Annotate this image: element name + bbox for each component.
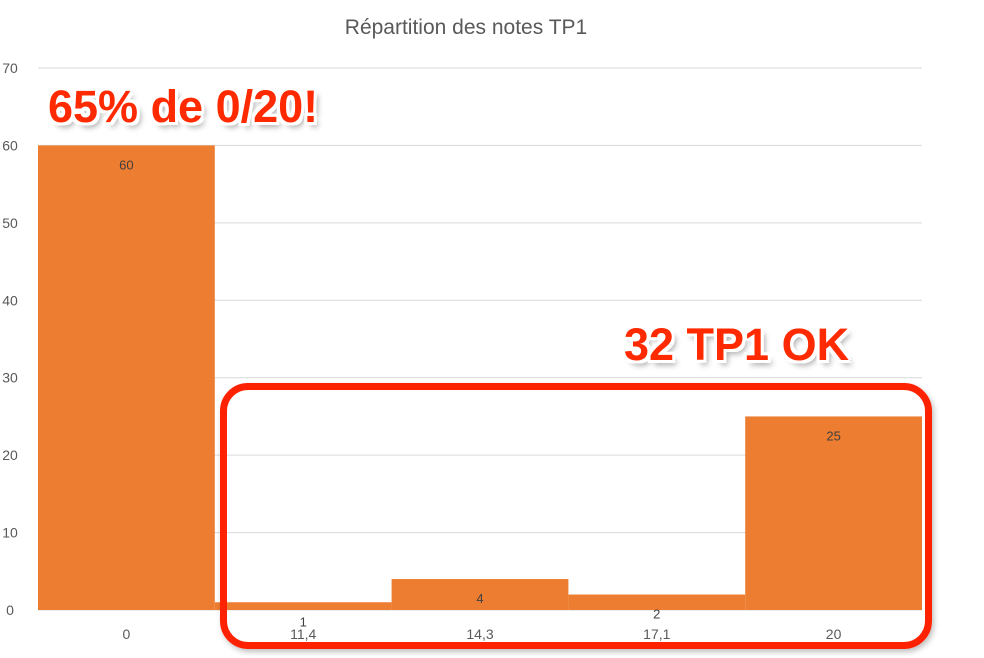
data-label: 60 — [119, 157, 133, 172]
y-tick-label: 20 — [2, 447, 18, 463]
x-tick-label: 11,4 — [290, 626, 316, 642]
y-tick-label: 70 — [2, 60, 18, 76]
bar — [568, 594, 746, 610]
data-labels: 60 1 4 2 25 — [119, 157, 841, 629]
x-tick-label: 14,3 — [466, 626, 493, 642]
data-label: 1 — [300, 614, 307, 629]
x-tick-label: 17,1 — [643, 626, 670, 642]
data-label: 25 — [826, 428, 840, 443]
chart-title: Répartition des notes TP1 — [345, 16, 587, 39]
y-tick-label: 30 — [2, 370, 18, 386]
y-tick-label: 40 — [2, 292, 18, 308]
annotation-passed-count: 32 TP1 OK — [624, 319, 850, 370]
bar — [214, 602, 392, 610]
x-tick-label: 0 — [123, 626, 131, 642]
highlight-box — [220, 383, 932, 649]
y-axis-ticks: 0 10 20 30 40 50 60 70 — [2, 60, 18, 618]
annotation-zero-share: 65% de 0/20! — [48, 81, 319, 132]
x-axis-ticks: 0 11,4 14,3 17,1 20 — [123, 626, 842, 642]
bar — [38, 145, 215, 610]
y-tick-label: 10 — [2, 525, 18, 541]
data-label: 2 — [653, 607, 660, 622]
data-label: 4 — [476, 591, 483, 606]
x-tick-label: 20 — [826, 626, 842, 642]
bar — [391, 579, 569, 610]
y-tick-label: 0 — [6, 602, 14, 618]
y-tick-label: 50 — [2, 215, 18, 231]
y-tick-label: 60 — [2, 137, 18, 153]
bar — [745, 416, 922, 610]
bars — [38, 145, 922, 610]
